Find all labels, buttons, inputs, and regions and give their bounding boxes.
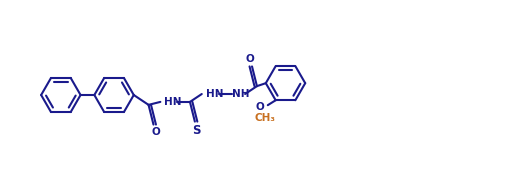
Text: O: O <box>151 127 160 137</box>
Text: CH₃: CH₃ <box>254 113 275 123</box>
Text: HN: HN <box>164 97 181 107</box>
Text: O: O <box>245 55 254 64</box>
Text: NH: NH <box>232 89 249 99</box>
Text: HN: HN <box>206 89 223 99</box>
Text: S: S <box>192 124 200 137</box>
Text: O: O <box>255 102 263 112</box>
